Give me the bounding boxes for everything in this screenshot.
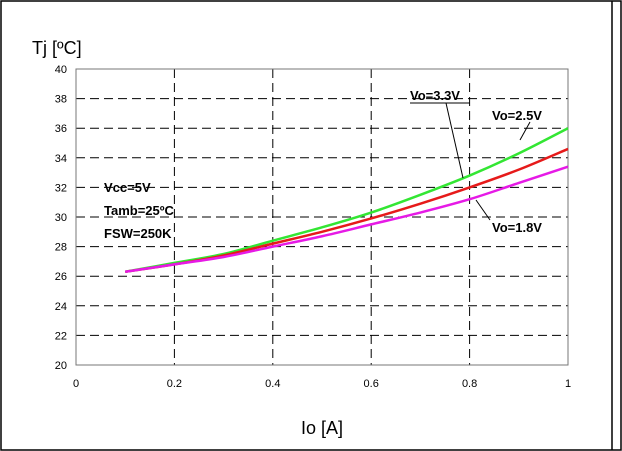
x-tick-labels: 0 0.2 0.4 0.6 0.8 1 — [73, 378, 571, 390]
series-label-vo18: Vo=1.8V — [475, 199, 542, 235]
y-tick-label: 22 — [55, 330, 67, 342]
svg-text:Vo=1.8V: Vo=1.8V — [492, 220, 542, 235]
x-tick-label: 0.4 — [265, 378, 280, 390]
x-tick-label: 0.8 — [462, 378, 477, 390]
y-tick-label: 26 — [55, 271, 67, 283]
series-lines — [124, 127, 569, 273]
y-tick-label: 38 — [55, 94, 67, 106]
series-label-vo33: Vo=3.3V — [410, 88, 470, 179]
annotation-tamb: Tamb=25ºC — [104, 203, 175, 218]
x-axis-title: Io [A] — [301, 418, 343, 438]
y-tick-label: 36 — [55, 123, 67, 135]
x-tick-label: 0.2 — [167, 378, 182, 390]
x-tick-label: 0.6 — [364, 378, 379, 390]
annotation-fsw: FSW=250K — [104, 226, 172, 241]
series-line-vo-3-3v — [124, 127, 569, 273]
svg-text:Vo=2.5V: Vo=2.5V — [492, 108, 542, 123]
y-tick-label: 32 — [55, 182, 67, 194]
x-tick-label: 0 — [73, 378, 79, 390]
x-tick-label: 1 — [565, 378, 571, 390]
grid-lines — [76, 69, 568, 365]
y-tick-label: 34 — [55, 153, 67, 165]
y-tick-label: 28 — [55, 242, 67, 254]
y-tick-label: 20 — [55, 360, 67, 372]
y-tick-label: 30 — [55, 212, 67, 224]
series-label-vo25: Vo=2.5V — [492, 108, 542, 141]
annotation-vcc: Vcc=5V — [104, 180, 151, 195]
y-axis-title: Tj [ºC] — [32, 38, 82, 58]
plot-border — [75, 68, 569, 366]
y-tick-label: 40 — [55, 64, 67, 76]
svg-text:Vo=3.3V: Vo=3.3V — [410, 88, 460, 103]
y-tick-label: 24 — [55, 301, 67, 313]
series-line-vo-1-8v — [125, 165, 569, 273]
y-tick-labels: 20 22 24 26 28 30 32 34 36 38 40 — [55, 64, 67, 372]
plot-area — [75, 68, 569, 366]
